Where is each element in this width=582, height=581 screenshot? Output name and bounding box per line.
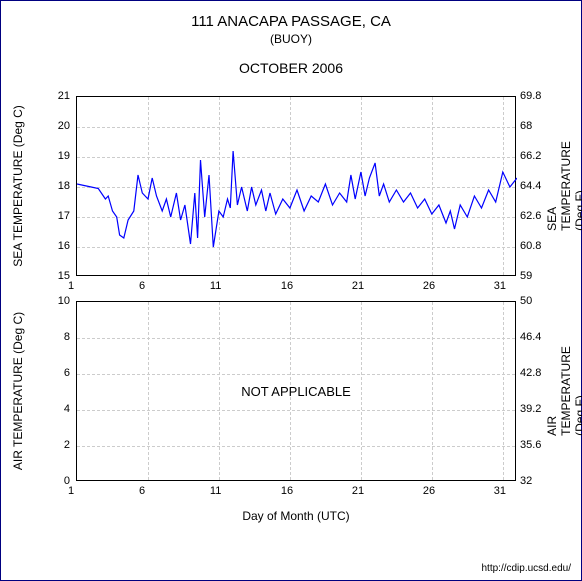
y-tick-label-left: 15 bbox=[58, 270, 70, 282]
y-tick-label-left: 21 bbox=[58, 90, 70, 102]
not-applicable-text: NOT APPLICABLE bbox=[77, 384, 515, 399]
y-tick-label-right: 66.2 bbox=[520, 150, 541, 162]
y-tick-label-left: 2 bbox=[64, 439, 70, 451]
y-tick-label-right: 39.2 bbox=[520, 403, 541, 415]
y-tick-label-left: 17 bbox=[58, 210, 70, 222]
y-tick-label-left: 19 bbox=[58, 150, 70, 162]
y-tick-label-right: 32 bbox=[520, 475, 532, 487]
y-tick-label-right: 46.4 bbox=[520, 331, 541, 343]
x-tick-label: 16 bbox=[281, 485, 293, 497]
x-tick-label: 6 bbox=[139, 280, 145, 292]
title-subtitle: (BUOY) bbox=[1, 32, 581, 46]
title-period: OCTOBER 2006 bbox=[1, 60, 581, 76]
y-tick-label-right: 64.4 bbox=[520, 180, 541, 192]
y-tick-label-left: 4 bbox=[64, 403, 70, 415]
x-tick-label: 11 bbox=[210, 280, 221, 292]
title-main: 111 ANACAPA PASSAGE, CA bbox=[1, 13, 581, 30]
x-tick-label: 6 bbox=[139, 485, 145, 497]
y-tick-label-right: 68 bbox=[520, 120, 532, 132]
figure-container: 111 ANACAPA PASSAGE, CA (BUOY) OCTOBER 2… bbox=[0, 0, 582, 581]
x-axis-label: Day of Month (UTC) bbox=[76, 509, 516, 523]
data-line bbox=[77, 97, 517, 277]
y-tick-label-left: 8 bbox=[64, 331, 70, 343]
sea-temperature-chart bbox=[76, 96, 516, 276]
y-axis-label-right: SEA TEMPERATURE (Deg F) bbox=[545, 141, 582, 231]
x-tick-label: 21 bbox=[352, 485, 364, 497]
gridline-horizontal bbox=[77, 338, 515, 339]
y-tick-label-left: 20 bbox=[58, 120, 70, 132]
gridline-horizontal bbox=[77, 374, 515, 375]
footer-url: http://cdip.ucsd.edu/ bbox=[481, 563, 571, 574]
y-tick-label-right: 62.6 bbox=[520, 210, 541, 222]
y-tick-label-right: 59 bbox=[520, 270, 532, 282]
y-tick-label-right: 35.6 bbox=[520, 439, 541, 451]
y-tick-label-right: 42.8 bbox=[520, 367, 541, 379]
y-axis-label-left: SEA TEMPERATURE (Deg C) bbox=[11, 105, 25, 267]
y-tick-label-left: 16 bbox=[58, 240, 70, 252]
x-tick-label: 26 bbox=[423, 280, 435, 292]
x-tick-label: 31 bbox=[494, 485, 506, 497]
x-tick-label: 11 bbox=[210, 485, 221, 497]
x-tick-label: 26 bbox=[423, 485, 435, 497]
y-tick-label-left: 0 bbox=[64, 475, 70, 487]
x-tick-label: 21 bbox=[352, 280, 364, 292]
y-axis-label-right: AIR TEMPERATURE (Deg F) bbox=[545, 346, 582, 436]
y-tick-label-right: 60.8 bbox=[520, 240, 541, 252]
x-tick-label: 16 bbox=[281, 280, 293, 292]
gridline-horizontal bbox=[77, 410, 515, 411]
y-tick-label-left: 18 bbox=[58, 180, 70, 192]
y-axis-label-left: AIR TEMPERATURE (Deg C) bbox=[11, 312, 25, 470]
y-tick-label-left: 10 bbox=[58, 295, 70, 307]
y-tick-label-left: 6 bbox=[64, 367, 70, 379]
air-temperature-chart: NOT APPLICABLE bbox=[76, 301, 516, 481]
x-tick-label: 31 bbox=[494, 280, 506, 292]
y-tick-label-right: 50 bbox=[520, 295, 532, 307]
gridline-horizontal bbox=[77, 446, 515, 447]
y-tick-label-right: 69.8 bbox=[520, 90, 541, 102]
